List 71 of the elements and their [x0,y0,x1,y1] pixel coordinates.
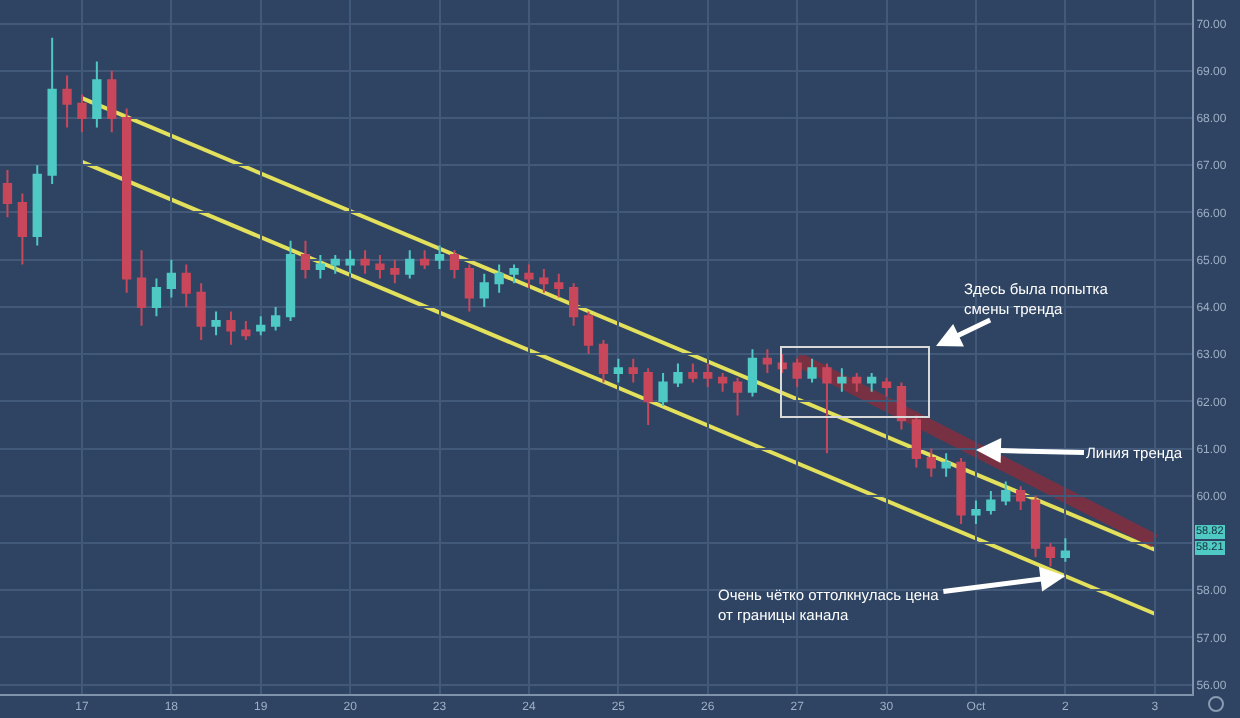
candlestick [822,362,832,455]
candlestick [62,74,72,129]
candlestick [226,310,236,346]
candlestick [77,93,87,134]
candlestick [17,192,27,266]
candlestick [554,272,564,299]
candlestick [807,357,817,384]
candlestick [211,310,221,337]
candlestick [345,249,355,275]
candlestick [464,263,474,313]
candlestick [330,253,340,275]
candlestick [494,263,504,294]
candlestick [271,305,281,332]
candlestick [524,263,534,289]
candlestick [434,244,445,271]
candlestick [732,376,743,417]
candlestick [718,371,728,393]
candlestick [703,362,713,389]
candlestick [32,164,42,247]
candlestick [867,371,877,393]
candlestick [583,310,594,356]
candlestick [315,253,325,280]
candlestick [181,263,191,308]
candlestick [569,282,579,327]
candlestick [986,490,996,516]
candlestick [1001,480,1011,507]
candlestick [107,69,117,134]
candlestick [285,239,296,323]
candlestick [852,371,862,393]
candlestick [1045,541,1056,568]
candlestick [375,253,385,280]
candlestick [479,272,489,308]
candlestick [881,376,892,398]
candlestick [360,249,370,275]
candlestick [911,414,921,469]
candlestick [688,362,698,384]
candlestick [151,277,162,318]
candlestick [643,367,653,426]
candlestick [971,499,981,526]
candlestick [941,452,951,478]
candlestick [47,36,57,186]
candlestick [658,371,668,408]
candlestick [420,249,430,271]
candlestick [300,239,311,280]
candlestick [2,168,13,219]
candlestick [122,107,132,294]
candlestick [792,357,802,389]
candlestick [1030,494,1041,559]
candlestick [390,258,400,285]
candlestick [762,348,772,374]
candlestick [837,367,847,393]
candlestick [449,249,460,280]
candlestick [256,315,266,337]
candlestick [613,357,623,384]
candlestick [1016,485,1026,511]
candlestick [136,249,147,327]
candlestick [896,381,907,431]
candlestick [598,338,609,384]
candlestick [241,320,251,341]
candlestick [956,456,966,526]
candlestick [405,249,415,280]
candlestick [628,357,638,384]
candlestick [747,348,758,398]
candlestick [673,362,683,389]
candlestick [196,282,206,341]
candlestick [166,258,176,299]
candlestick [926,447,936,478]
candlestick [509,263,519,285]
candlestick [1060,537,1070,563]
candlestick [539,268,549,294]
candlestick [92,60,102,129]
